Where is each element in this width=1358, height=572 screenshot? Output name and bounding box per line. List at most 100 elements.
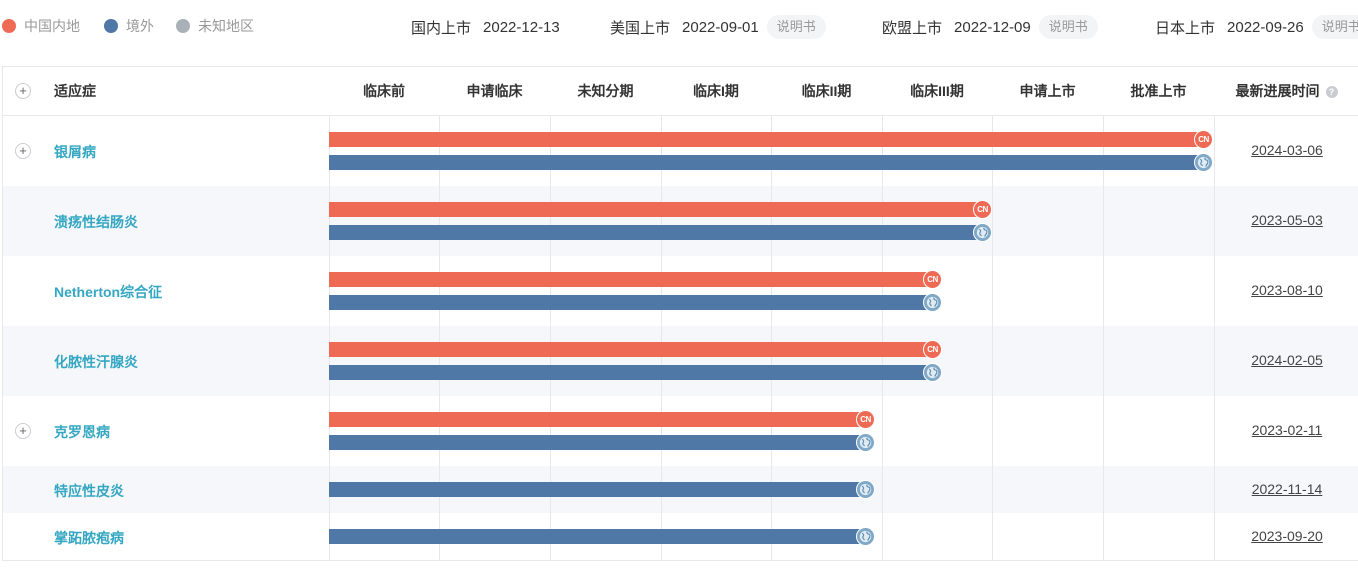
market-us: 美国上市 2022-09-01 说明书: [610, 15, 826, 39]
grid-line: [992, 116, 993, 186]
plus-icon[interactable]: +: [15, 423, 31, 439]
latest-progress-date-link[interactable]: 2023-02-11: [1251, 422, 1323, 438]
phase-header: 批准上市: [1130, 83, 1187, 99]
grid-line: [882, 256, 883, 326]
grid-line: [550, 116, 551, 186]
indication-link[interactable]: 溃疡性结肠炎: [54, 214, 138, 230]
cn-flag-icon: CN: [856, 410, 875, 429]
table-row: 溃疡性结肠炎 CN 2023-05-03: [3, 186, 1358, 256]
cn-flag-icon: CN: [1194, 130, 1213, 149]
grid-line: [992, 513, 993, 560]
mainland-china-progress-bar[interactable]: CN: [329, 200, 992, 219]
globe-svg: [859, 530, 872, 542]
latest-progress-date-link[interactable]: 2023-09-20: [1251, 527, 1323, 544]
latest-progress-date-link[interactable]: 2024-03-06: [1251, 142, 1323, 158]
indication-link[interactable]: 克罗恩病: [54, 424, 110, 440]
table-row: + 银屑病 CN 2024-03-06: [3, 116, 1358, 186]
grid-line: [1214, 513, 1215, 560]
grid-line: [1103, 513, 1104, 560]
globe-svg: [926, 366, 939, 379]
globe-svg: [859, 436, 872, 449]
phase-header: 未知分期: [577, 83, 634, 99]
globe-icon: [973, 223, 992, 242]
latest-progress-header: 最新进展时间?: [1214, 67, 1358, 115]
indication-link[interactable]: 掌跖脓疱病: [54, 529, 124, 546]
cn-flag-icon: CN: [973, 200, 992, 219]
grid-line: [550, 186, 551, 256]
grid-line: [439, 186, 440, 256]
market-date: 2022-09-01: [682, 18, 759, 36]
market-label: 国内上市: [411, 19, 472, 37]
globe-svg: [926, 296, 939, 309]
us-manual-button[interactable]: 说明书: [766, 15, 826, 39]
grid-line: [661, 396, 662, 466]
grid-line: [882, 466, 883, 513]
globe-icon: [856, 526, 875, 546]
latest-progress-date-link[interactable]: 2022-11-14: [1251, 480, 1323, 497]
legend-item-unknown-region[interactable]: 未知地区: [176, 17, 254, 35]
market-eu: 欧盟上市 2022-12-09 说明书: [882, 15, 1098, 39]
indication-link[interactable]: 特应性皮炎: [54, 482, 124, 499]
phase-header: 申请临床: [466, 83, 523, 99]
grid-line: [1214, 186, 1215, 256]
grid-line: [882, 513, 883, 560]
table-row: 特应性皮炎 2022-11-14: [3, 466, 1358, 513]
grid-line: [771, 396, 772, 466]
legend-dot-icon: [176, 19, 190, 33]
grid-line: [882, 326, 883, 396]
table-row: + 克罗恩病 CN 2023-02-11: [3, 396, 1358, 466]
overseas-progress-bar[interactable]: [329, 363, 942, 382]
grid-line: [882, 116, 883, 186]
grid-line: [882, 186, 883, 256]
question-icon[interactable]: ?: [1325, 86, 1338, 98]
legend-item-overseas[interactable]: 境外: [104, 17, 154, 35]
latest-progress-date-link[interactable]: 2023-08-10: [1251, 282, 1323, 298]
legend-item-mainland-china[interactable]: 中国内地: [2, 17, 80, 35]
grid-line: [439, 256, 440, 326]
overseas-progress-bar[interactable]: [329, 153, 1213, 172]
indication-link[interactable]: Netherton综合征: [54, 284, 163, 300]
grid-line: [1103, 186, 1104, 256]
market-label: 欧盟上市: [882, 19, 943, 37]
grid-line: [1214, 326, 1215, 396]
legend-label: 中国内地: [24, 18, 80, 34]
mainland-china-progress-bar[interactable]: CN: [329, 340, 942, 359]
latest-progress-label: 最新进展时间: [1235, 83, 1320, 99]
plus-icon[interactable]: +: [15, 83, 31, 99]
grid-line: [439, 116, 440, 186]
phase-header: 临床II期: [801, 83, 852, 99]
overseas-progress-bar[interactable]: [329, 526, 875, 546]
grid-line: [661, 256, 662, 326]
globe-svg: [976, 226, 989, 239]
eu-manual-button[interactable]: 说明书: [1038, 15, 1098, 39]
overseas-progress-bar[interactable]: [329, 479, 875, 499]
latest-progress-date-link[interactable]: 2024-02-05: [1251, 352, 1323, 368]
latest-progress-date-link[interactable]: 2023-05-03: [1251, 212, 1323, 228]
grid-line: [992, 186, 993, 256]
globe-svg: [1197, 156, 1210, 169]
plus-icon[interactable]: +: [15, 143, 31, 159]
table-header: + 适应症 临床前 申请临床 未知分期 临床I期 临床II期 临床III期 申请…: [3, 67, 1358, 116]
mainland-china-progress-bar[interactable]: CN: [329, 410, 875, 429]
grid-line: [550, 396, 551, 466]
grid-line: [992, 256, 993, 326]
grid-line: [329, 186, 330, 256]
table-row: 化脓性汗腺炎 CN 2024-02-05: [3, 326, 1358, 396]
grid-line: [1103, 466, 1104, 513]
overseas-progress-bar[interactable]: [329, 293, 942, 312]
market-china: 国内上市 2022-12-13: [411, 15, 560, 39]
indication-link[interactable]: 银屑病: [54, 144, 96, 160]
japan-manual-button[interactable]: 说明书: [1311, 15, 1358, 39]
globe-icon: [923, 363, 942, 382]
mainland-china-progress-bar[interactable]: CN: [329, 130, 1213, 149]
pipeline-table: + 适应症 临床前 申请临床 未知分期 临床I期 临床II期 临床III期 申请…: [2, 66, 1358, 561]
mainland-china-progress-bar[interactable]: CN: [329, 270, 942, 289]
grid-line: [550, 256, 551, 326]
indication-link[interactable]: 化脓性汗腺炎: [54, 354, 138, 370]
globe-icon: [856, 479, 875, 499]
phase-header: 临床前: [363, 83, 405, 99]
overseas-progress-bar[interactable]: [329, 223, 992, 242]
grid-line: [1214, 466, 1215, 513]
grid-line: [1214, 256, 1215, 326]
overseas-progress-bar[interactable]: [329, 433, 875, 452]
